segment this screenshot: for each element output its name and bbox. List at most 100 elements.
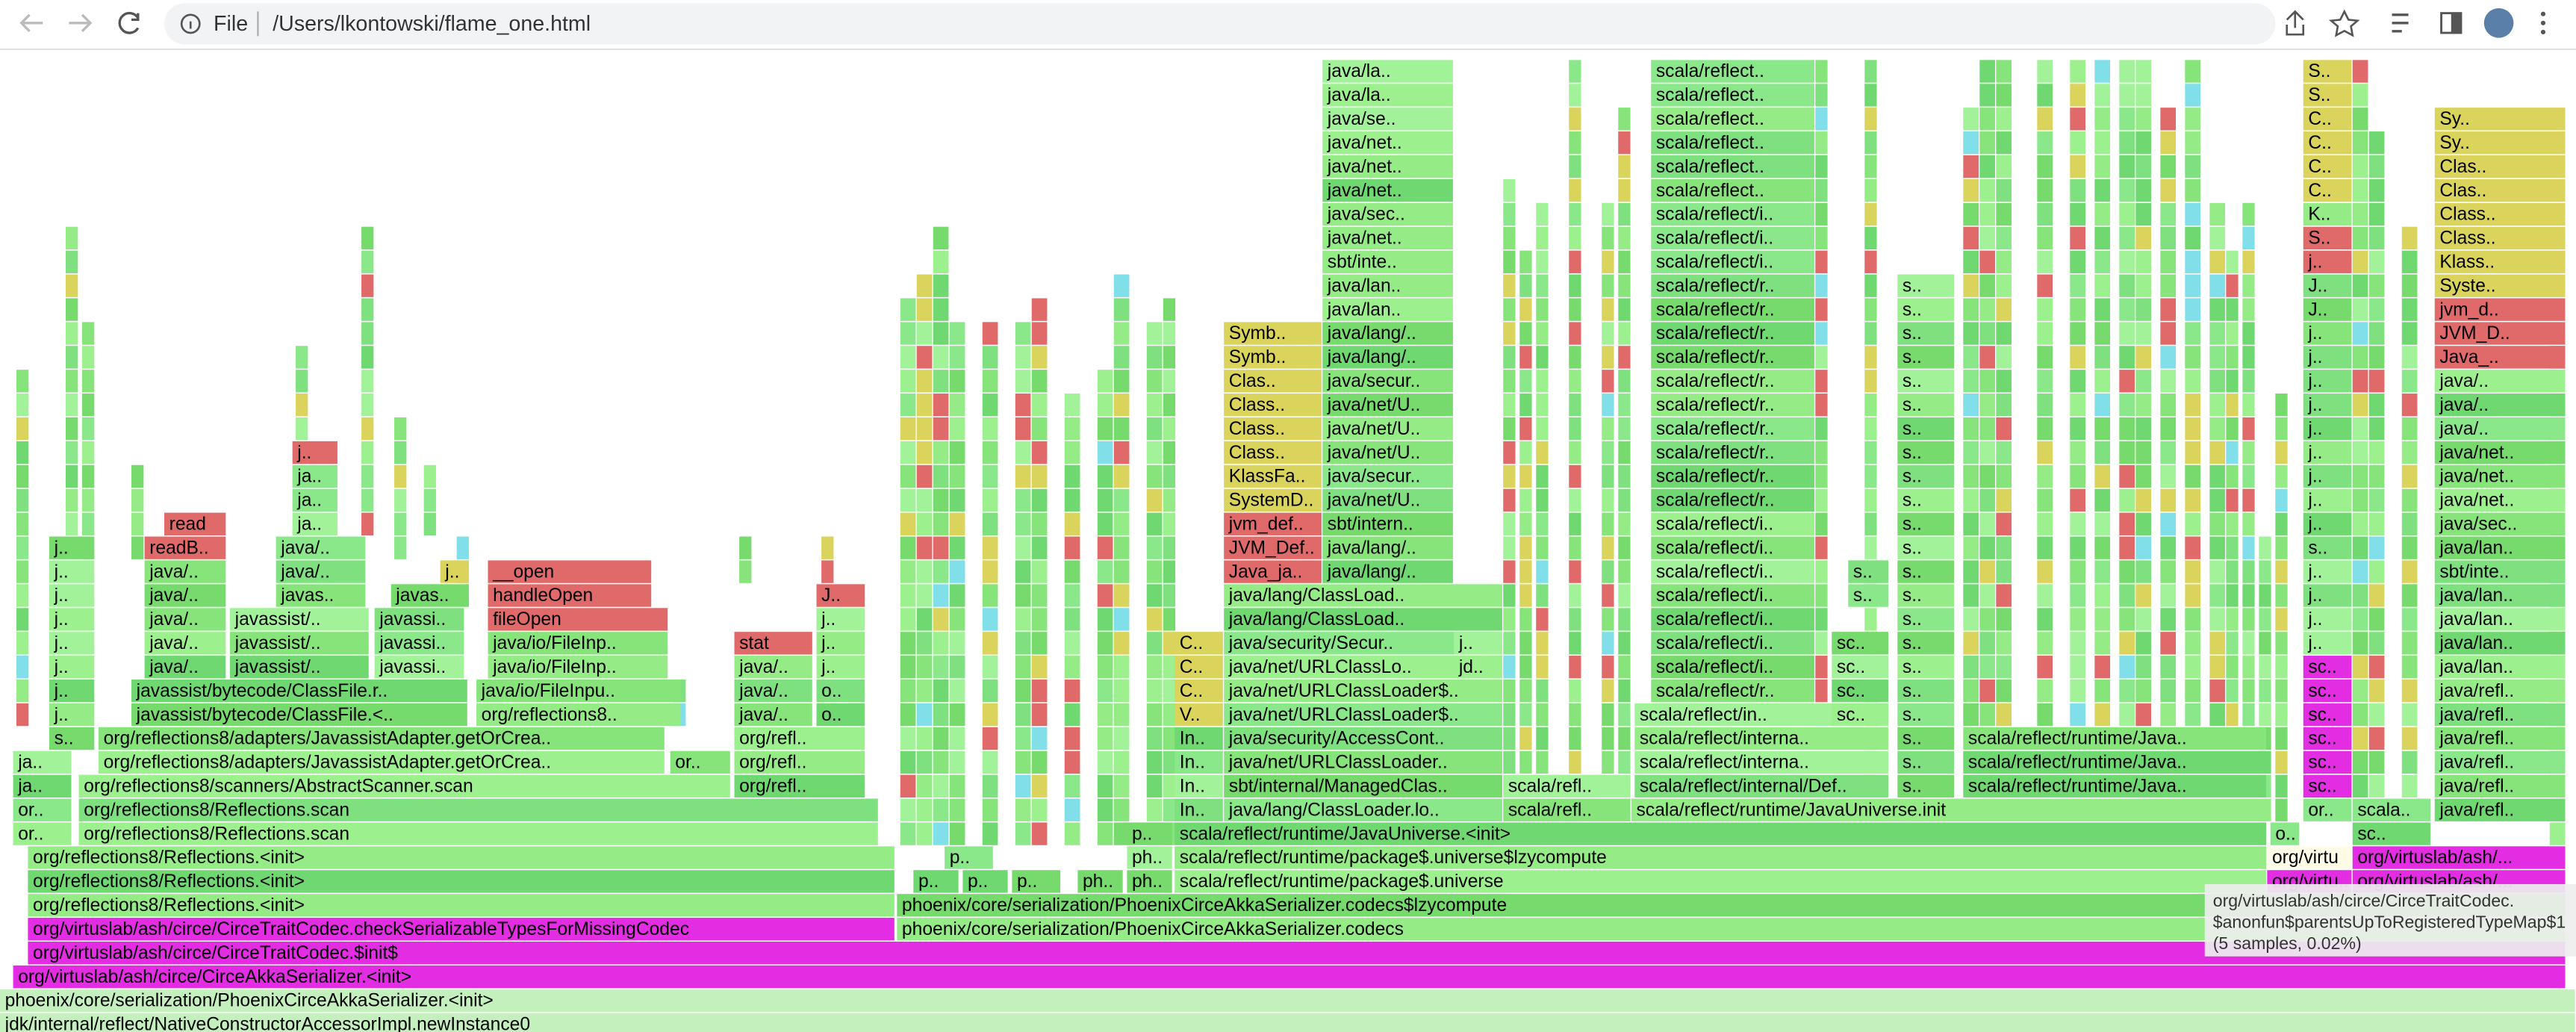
frame-block (1031, 464, 1048, 488)
frame-label: S.. (2308, 61, 2330, 81)
forward-button[interactable] (69, 13, 93, 32)
frame-block (1113, 488, 1130, 512)
frame-block (916, 346, 933, 369)
frame-block (900, 512, 916, 535)
frame (1224, 560, 1322, 583)
frame-block (1146, 441, 1163, 464)
frame (2434, 750, 2566, 774)
frame (276, 560, 366, 583)
frame (1651, 394, 1814, 417)
frame (1224, 488, 1322, 512)
info-icon[interactable] (180, 13, 201, 34)
frame-block (2226, 394, 2239, 417)
frame-block (1996, 679, 2012, 703)
frame-block (1618, 560, 1631, 583)
frame-label: scala/reflect.. (1656, 181, 1764, 201)
frame (1127, 870, 1172, 893)
frame-block (1146, 394, 1163, 417)
frame-label: S.. (2308, 85, 2330, 105)
frame-label: p.. (968, 871, 988, 892)
frame (2303, 394, 2352, 417)
frame-block (1113, 656, 1130, 679)
frame-block (1031, 536, 1048, 559)
frame-block (2185, 464, 2201, 488)
bookmark-icon[interactable] (2328, 9, 2360, 37)
frame-block (1864, 346, 1877, 369)
frame-block (2160, 464, 2177, 488)
frame (2434, 441, 2566, 464)
frame (488, 656, 668, 679)
frame-block (2368, 774, 2385, 798)
frame-block (1503, 226, 1516, 250)
frame-block (916, 512, 933, 535)
profile-avatar[interactable] (2483, 8, 2514, 38)
frame-block (1015, 584, 1031, 607)
frame-block (2185, 560, 2201, 583)
frame-block (933, 322, 949, 345)
frame-block (1569, 108, 1581, 131)
frame-block (1097, 417, 1113, 441)
frame-block (2185, 84, 2201, 107)
frame-block (2226, 441, 2239, 464)
frame-block (949, 417, 965, 441)
frame-block (2275, 560, 2288, 583)
frame-block (2259, 632, 2271, 655)
frame-block (1536, 679, 1549, 703)
frame-block (2352, 60, 2368, 83)
frame (1651, 464, 1814, 488)
frame-block (900, 322, 916, 345)
frame-block (82, 394, 95, 417)
frame (945, 846, 993, 869)
frame-block (2368, 274, 2385, 297)
frame-block (1569, 346, 1581, 369)
frame-block (2070, 394, 2086, 417)
frame-block (2094, 202, 2111, 226)
frame-label: sc.. (2308, 753, 2336, 773)
frame-block (2037, 488, 2053, 512)
frame-block (916, 584, 933, 607)
frame-block (2226, 560, 2239, 583)
frame-label: java/.. (738, 681, 788, 701)
frame-label: java/net/URLClassLoader$.. (1228, 681, 1459, 701)
frame-block (2185, 370, 2201, 393)
frame-block (1979, 608, 1995, 631)
frame-block (2242, 250, 2255, 273)
frame (1322, 202, 1453, 226)
frame-block (2209, 584, 2226, 607)
frame-label: scala/reflect/r.. (1656, 276, 1775, 296)
share-icon[interactable] (2286, 10, 2305, 36)
frame-block (1536, 346, 1549, 369)
frame-block (296, 346, 308, 369)
frame-block (739, 536, 752, 559)
frame-block (2209, 536, 2226, 559)
reload-button[interactable] (118, 12, 140, 34)
reading-list-icon[interactable] (2392, 13, 2409, 33)
menu-dot[interactable] (2540, 11, 2546, 16)
frame-label: s.. (1903, 491, 1922, 511)
frame (1454, 656, 1502, 679)
frame-block (1015, 656, 1031, 679)
back-button[interactable] (19, 13, 43, 32)
frame-label: C.. (2308, 157, 2331, 177)
frame-block (2119, 584, 2135, 607)
frame (1175, 656, 1223, 679)
frame (131, 703, 467, 727)
frame-label: j.. (2307, 562, 2322, 582)
frame-block (1864, 226, 1877, 250)
frame-block (2185, 322, 2201, 345)
frame-block (394, 464, 407, 488)
frame (49, 656, 95, 679)
address-bar[interactable] (164, 3, 2276, 45)
frame-block (1146, 656, 1163, 679)
frame (2434, 250, 2566, 273)
frame-block (949, 703, 965, 727)
frame-block (2160, 298, 2177, 321)
frame (1503, 798, 1631, 821)
frame (2303, 155, 2352, 178)
frame-block (2368, 417, 2385, 441)
frame-block (2401, 394, 2418, 417)
frame-block (2209, 703, 2226, 727)
frame (49, 560, 95, 583)
frame-label: j.. (821, 657, 836, 677)
